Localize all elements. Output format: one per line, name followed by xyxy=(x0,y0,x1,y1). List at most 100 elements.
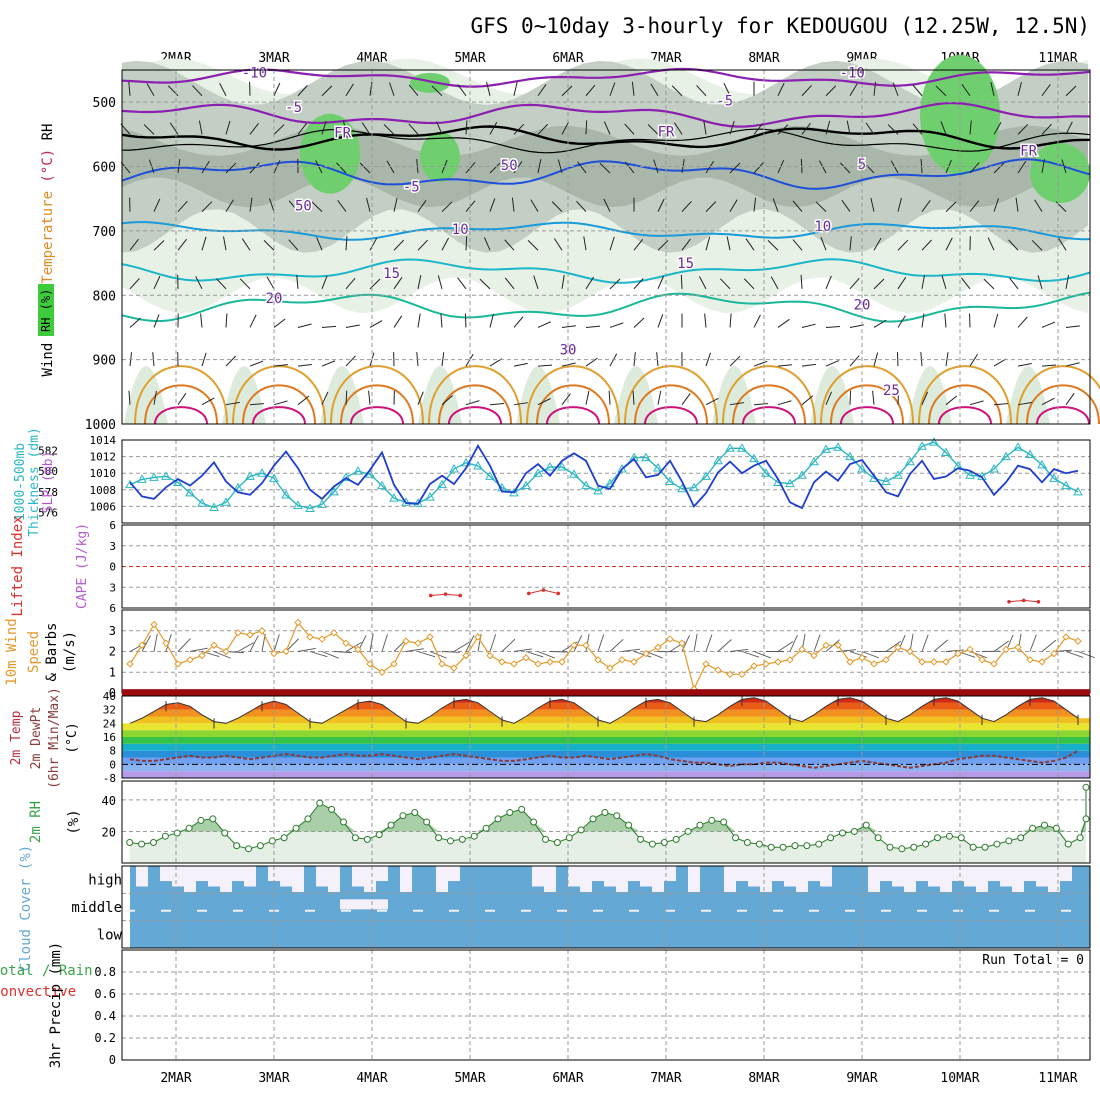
rh-high-patch xyxy=(1030,143,1090,203)
cloud-low-gap xyxy=(1025,910,1035,912)
wind-speed-point xyxy=(403,638,409,644)
rh-point xyxy=(341,819,347,825)
precip-tick-label: 0 xyxy=(109,1053,116,1067)
temp-axis-label: 2m Temp xyxy=(9,710,24,765)
rh-point xyxy=(519,806,525,812)
cloud-high-clear xyxy=(292,866,304,892)
cape-point xyxy=(444,592,448,596)
wind-barb-10m xyxy=(610,639,623,651)
cloud-high-clear xyxy=(232,866,244,881)
rh-point xyxy=(1065,841,1071,847)
temp-tick-label: 0 xyxy=(109,758,116,771)
cloud-low-gap xyxy=(953,910,963,912)
wind-axis-label: 10m Wind xyxy=(4,618,20,685)
rh-point xyxy=(792,843,798,849)
wind-speed-point xyxy=(547,659,553,665)
cloud-low-gap xyxy=(593,910,603,912)
temp-tick-label: 32 xyxy=(103,704,116,717)
cloud-high-clear xyxy=(1024,866,1036,881)
upper-y-title-part: Wind xyxy=(40,343,56,377)
rh-point xyxy=(661,840,667,846)
cloud-high-clear xyxy=(916,866,928,881)
wind-speed-point xyxy=(511,661,517,667)
rh-point xyxy=(1083,816,1089,822)
temp-band xyxy=(122,723,1090,730)
x-tick-label-bottom: 3MAR xyxy=(258,1071,289,1086)
lifted-tick-label: 3 xyxy=(109,581,116,594)
rh-point xyxy=(269,838,275,844)
cloud-high-clear xyxy=(904,866,916,892)
cloud-low-gap xyxy=(521,910,531,912)
rh-point xyxy=(1053,825,1059,831)
rh-point xyxy=(804,843,810,849)
rh-point xyxy=(840,830,846,836)
x-tick-label-top: 3MAR xyxy=(258,51,289,66)
wind-barb-10m xyxy=(622,649,640,651)
x-tick-label-bottom: 6MAR xyxy=(552,1071,583,1086)
cloud-high-clear xyxy=(280,866,292,887)
wind-speed-point xyxy=(439,661,445,667)
wind-speed-point xyxy=(187,657,193,663)
rh-point xyxy=(994,841,1000,847)
cloud-high-clear xyxy=(964,866,976,887)
cloud-low-gap xyxy=(305,910,315,912)
cloud-level-label: low xyxy=(97,927,123,943)
rh-point xyxy=(424,819,430,825)
wind-barb-10m xyxy=(694,634,697,652)
temp-axis-label: (°C) xyxy=(65,722,80,753)
x-tick-label-bottom: 5MAR xyxy=(454,1071,485,1086)
wind-speed-point xyxy=(127,661,133,667)
rh-point xyxy=(543,836,549,842)
x-tick-label-bottom: 7MAR xyxy=(650,1071,681,1086)
rh-point xyxy=(756,841,762,847)
wind-barb xyxy=(681,275,682,289)
wind-speed-point xyxy=(535,661,541,667)
cloud-high-clear xyxy=(316,866,328,887)
wind-barb-10m xyxy=(238,643,254,652)
thickness-line xyxy=(130,442,1078,508)
rh-point xyxy=(246,846,252,852)
cloud-high-clear xyxy=(532,866,544,887)
cloud-mid-clear xyxy=(340,899,352,909)
thickness-axis-label: 1000-500mb xyxy=(13,443,28,521)
rh-point xyxy=(305,816,311,822)
upper-y-tick-label: 600 xyxy=(93,161,116,176)
precip-axis-label: Total / Rain xyxy=(0,963,93,979)
x-tick-label-bottom: 11MAR xyxy=(1038,1071,1077,1086)
cloud-mid-clear xyxy=(364,899,376,909)
rh-tick-label: 20 xyxy=(102,825,116,839)
rh-point xyxy=(673,836,679,842)
cloud-high-clear xyxy=(448,866,460,881)
rh-point xyxy=(828,835,834,841)
upper-y-title-part: Temperature xyxy=(40,191,56,284)
cloud-high-clear xyxy=(400,866,412,892)
wind-barb-10m xyxy=(814,635,820,652)
rh-point xyxy=(946,833,952,839)
wind-barb-10m xyxy=(190,648,208,651)
rh-point xyxy=(875,835,881,841)
cloud-low-gap xyxy=(1061,910,1071,912)
cloud-high-clear xyxy=(208,866,220,887)
upper-y-title-part: (°C) xyxy=(40,149,56,183)
temp-axis-label: 2m DewPt xyxy=(29,707,44,770)
rh-point xyxy=(388,822,394,828)
rh-point xyxy=(162,833,168,839)
contour-label: -10 xyxy=(242,66,267,82)
rh-point xyxy=(234,843,240,849)
cloud-high-clear xyxy=(580,866,592,892)
wind-barb-10m xyxy=(598,634,604,651)
cloud-low-gap xyxy=(449,910,459,912)
cloud-low-gap xyxy=(737,910,747,912)
cloud-high-clear xyxy=(880,866,892,881)
precip-tick-label: 0.4 xyxy=(94,1009,116,1023)
upper-y-title: Wind (m/s) Temperature (°C) RH xyxy=(40,124,56,377)
cloud-low-gap xyxy=(413,910,423,912)
wind-speed-point xyxy=(523,655,529,661)
rh-point xyxy=(578,827,584,833)
wind-barb-10m xyxy=(406,649,424,652)
slp-axis-label: SLP (mb) xyxy=(41,451,56,514)
wind-axis-label: (m/s) xyxy=(62,631,78,673)
wind-barb-10m xyxy=(934,640,948,652)
rh-tick-label: 40 xyxy=(102,794,116,808)
rh-point xyxy=(352,835,358,841)
